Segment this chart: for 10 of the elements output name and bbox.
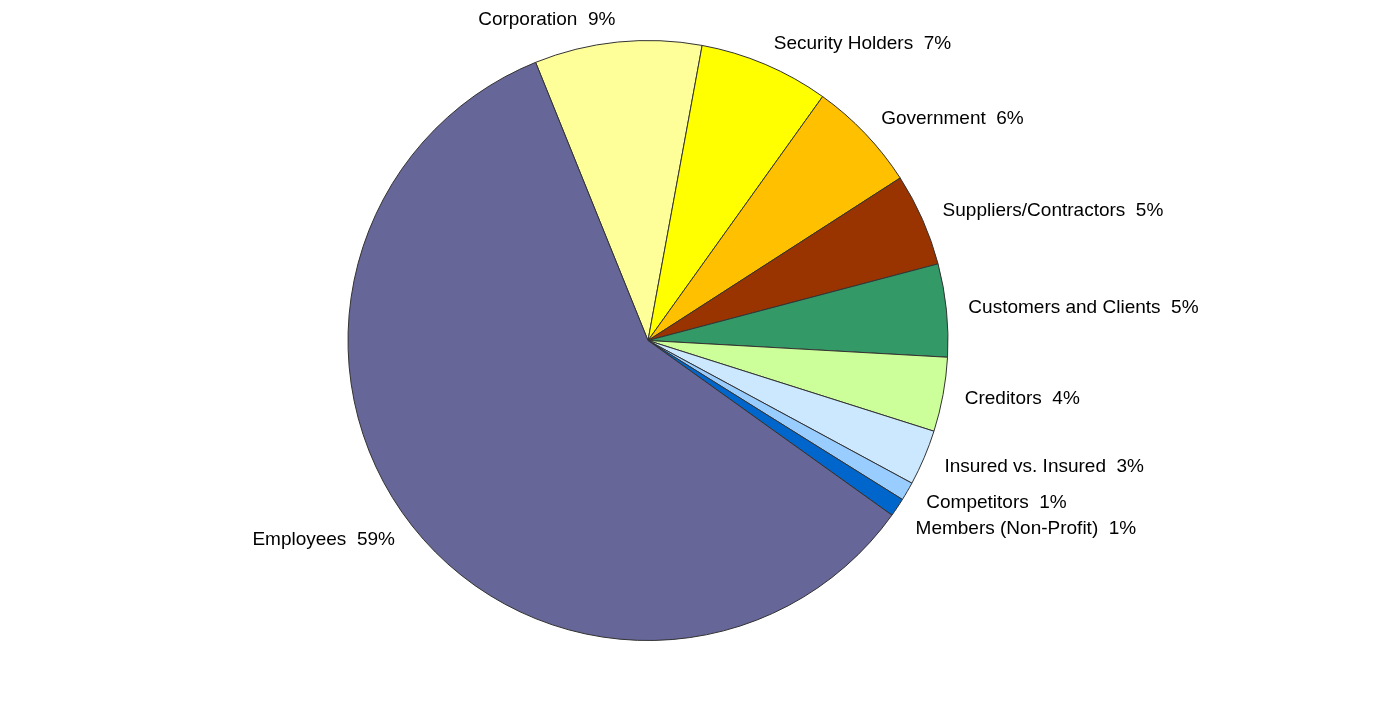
slice-label: Suppliers/Contractors 5% xyxy=(942,198,1164,220)
slice-label: Insured vs. Insured 3% xyxy=(944,454,1145,476)
slice-label: Competitors 1% xyxy=(926,490,1067,512)
slice-label: Employees 59% xyxy=(252,527,396,549)
slice-label: Corporation 9% xyxy=(478,8,616,30)
slice-label: Customers and Clients 5% xyxy=(968,296,1199,318)
slice-label: Creditors 4% xyxy=(964,386,1080,408)
slice-label: Security Holders 7% xyxy=(773,32,952,54)
slice-label: Government 6% xyxy=(881,106,1024,128)
slice-label: Members (Non-Profit) 1% xyxy=(915,516,1137,538)
